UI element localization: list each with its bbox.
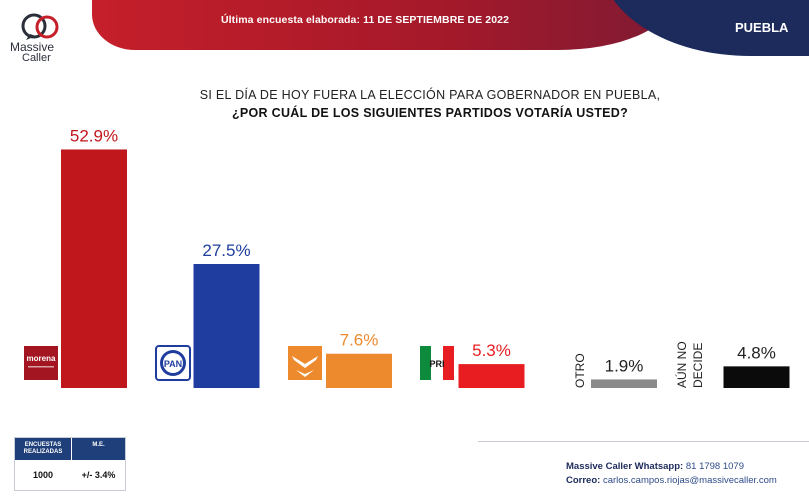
whatsapp-label: Massive Caller Whatsapp: xyxy=(566,461,684,472)
header-red-band xyxy=(92,0,672,50)
header-banner: Última encuesta elaborada: 11 DE SEPTIEM… xyxy=(0,0,809,78)
bar-value-label: 27.5% xyxy=(202,241,250,260)
bar-a-n-no-decide xyxy=(723,366,790,388)
email-address[interactable]: carlos.campos.riojas@massivecaller.com xyxy=(602,475,777,486)
question-line-2: ¿POR CUÁL DE LOS SIGUIENTES PARTIDOS VOT… xyxy=(231,106,629,120)
category-aun-no-label: AÚN NO xyxy=(674,341,689,388)
table-header-surveys: ENCUESTAS REALIZADAS xyxy=(15,438,71,460)
pan-logo: PAN xyxy=(155,345,191,381)
bar-value-label: 4.8% xyxy=(737,343,776,362)
pan-logo-text: PAN xyxy=(164,359,182,369)
table-cell-surveys: 1000 xyxy=(32,470,54,480)
morena-logo: morena xyxy=(24,346,58,380)
region-label: PUEBLA xyxy=(735,20,789,35)
survey-info-table: ENCUESTAS REALIZADAS M.E. 1000 +/- 3.4% xyxy=(14,437,126,491)
morena-logo-text: morena xyxy=(27,354,56,363)
whatsapp-number[interactable]: 81 1798 1079 xyxy=(685,461,744,472)
survey-date-text: Última encuesta elaborada: 11 DE SEPTIEM… xyxy=(220,14,510,26)
contact-whatsapp: Massive Caller Whatsapp: 81 1798 1079 xyxy=(566,461,744,472)
table-cell-margin: +/- 3.4% xyxy=(81,470,116,480)
email-label: Correo: xyxy=(566,475,601,486)
table-header-surveys-line1: ENCUESTAS xyxy=(24,442,62,448)
bar-value-label: 7.6% xyxy=(340,331,379,350)
pri-logo: PRI xyxy=(420,346,454,380)
contact-email: Correo: carlos.campos.riojas@massivecall… xyxy=(566,475,777,486)
question-line-1: SI EL DÍA DE HOY FUERA LA ELECCIÓN PARA … xyxy=(199,88,661,102)
logo-wordmark-line1: Massive xyxy=(10,40,55,54)
bar-morena xyxy=(61,149,127,388)
category-otro-label: OTRO xyxy=(573,353,587,388)
bar-value-label: 52.9% xyxy=(70,126,118,145)
bar-value-label: 1.9% xyxy=(605,356,644,375)
table-header-surveys-line2: REALIZADAS xyxy=(23,449,63,455)
bar-mc xyxy=(326,353,392,388)
table-header-margin-text: M.E. xyxy=(92,442,105,448)
bar-pan xyxy=(193,264,260,388)
pri-logo-text: PRI xyxy=(429,359,444,369)
bar-value-label: 5.3% xyxy=(472,341,511,360)
contact-divider xyxy=(478,441,809,442)
logo-wordmark-line2: Caller xyxy=(22,52,51,64)
massive-caller-logo-icon xyxy=(21,13,59,40)
bar-pri xyxy=(458,364,525,388)
category-decide-label: DECIDE xyxy=(691,343,705,388)
bar-otro xyxy=(591,379,657,388)
table-header-margin: M.E. xyxy=(72,438,125,460)
movimiento-ciudadano-eagle-icon xyxy=(288,346,322,380)
